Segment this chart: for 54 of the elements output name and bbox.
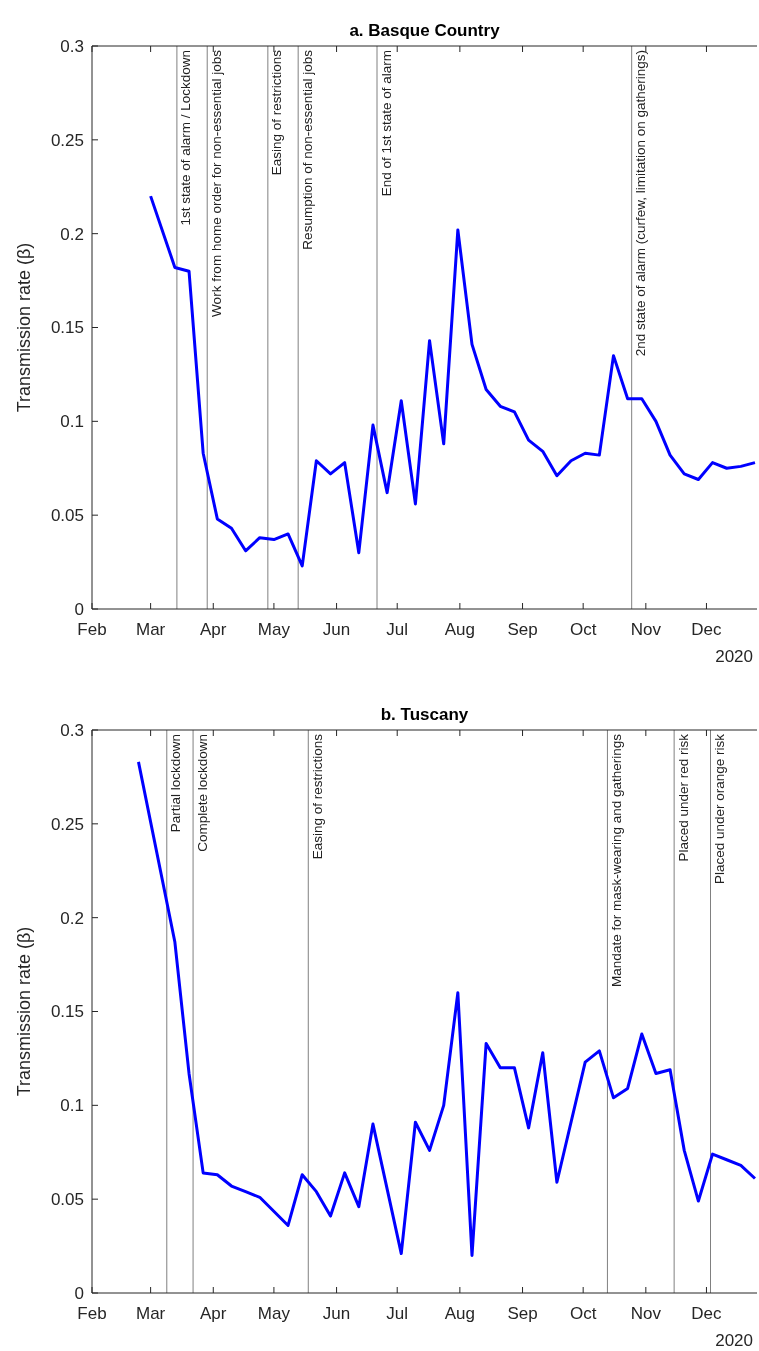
x-tick-label: Oct — [569, 1304, 597, 1323]
ref-line-label: Work from home order for non-essential jobs — [208, 49, 224, 317]
x-tick-label: Sep — [507, 620, 538, 639]
y-tick-label: 0.3 — [60, 720, 84, 740]
y-tick-label: 0.25 — [50, 814, 84, 834]
y-tick-label: 0.1 — [60, 412, 84, 432]
text: 2020 — [715, 647, 753, 666]
x-tick-label: Nov — [630, 620, 662, 639]
ref-line-label: Easing of restrictions — [269, 49, 285, 176]
x-tick-label: Jul — [386, 620, 409, 639]
x-tick-label: Feb — [77, 1304, 107, 1323]
y-tick-label: 0.2 — [60, 908, 84, 928]
x-tick-label: Mar — [135, 620, 166, 639]
x-tick-label: Jun — [322, 1304, 351, 1323]
y-tick-label: 0.05 — [50, 506, 84, 526]
text: 2020 — [715, 1331, 753, 1350]
y-axis-title: Transmission rate (β) — [14, 242, 34, 413]
x-tick-label: Dec — [691, 1304, 723, 1323]
x-tick-label: Nov — [630, 1304, 662, 1323]
ref-line-label: Easing of restrictions — [309, 733, 325, 860]
chart-title: b. Tuscany — [380, 705, 469, 724]
ref-line-label: Mandate for mask-wearing and gatherings — [609, 733, 625, 987]
ref-line-label: Placed under red risk — [675, 733, 691, 862]
ref-line-label: 1st state of alarm / Lockdown — [178, 50, 194, 226]
y-tick-label: 0.15 — [50, 1002, 84, 1022]
x-tick-label: Apr — [200, 620, 227, 639]
y-tick-label: 0.25 — [50, 130, 84, 150]
ref-line-label: 2nd state of alarm (curfew, limitation on gatherings) — [633, 50, 649, 357]
y-tick-label: 0.15 — [50, 318, 84, 338]
y-tick-label: 0 — [74, 1283, 84, 1303]
x-tick-label: May — [257, 1304, 291, 1323]
x-tick-label: Dec — [691, 620, 723, 639]
x-tick-label: Feb — [77, 620, 107, 639]
y-tick-label: 0.2 — [60, 224, 84, 244]
y-axis-title: Transmission rate (β) — [14, 926, 34, 1097]
x-tick-label: Jul — [386, 1304, 409, 1323]
x-tick-label: Aug — [444, 620, 475, 639]
ref-line-label: Resumption of non-essential jobs — [299, 49, 315, 250]
x-tick-label: Oct — [569, 620, 597, 639]
x-tick-label: Apr — [200, 1304, 227, 1323]
y-tick-label: 0.3 — [60, 36, 84, 56]
ref-line-label: Complete lockdown — [194, 734, 210, 852]
x-tick-label: Jun — [322, 620, 351, 639]
x-tick-label: May — [257, 620, 291, 639]
y-tick-label: 0.1 — [60, 1096, 84, 1116]
ref-line-label: Placed under orange risk — [712, 733, 728, 885]
ref-line-label: End of 1st state of alarm — [378, 50, 394, 197]
x-tick-label: Mar — [135, 1304, 166, 1323]
y-tick-label: 0.05 — [50, 1190, 84, 1210]
chart-title: a. Basque Country — [349, 21, 501, 40]
x-tick-label: Aug — [444, 1304, 475, 1323]
y-tick-label: 0 — [74, 599, 84, 619]
x-tick-label: Sep — [507, 1304, 538, 1323]
ref-line-label: Partial lockdown — [168, 734, 184, 833]
